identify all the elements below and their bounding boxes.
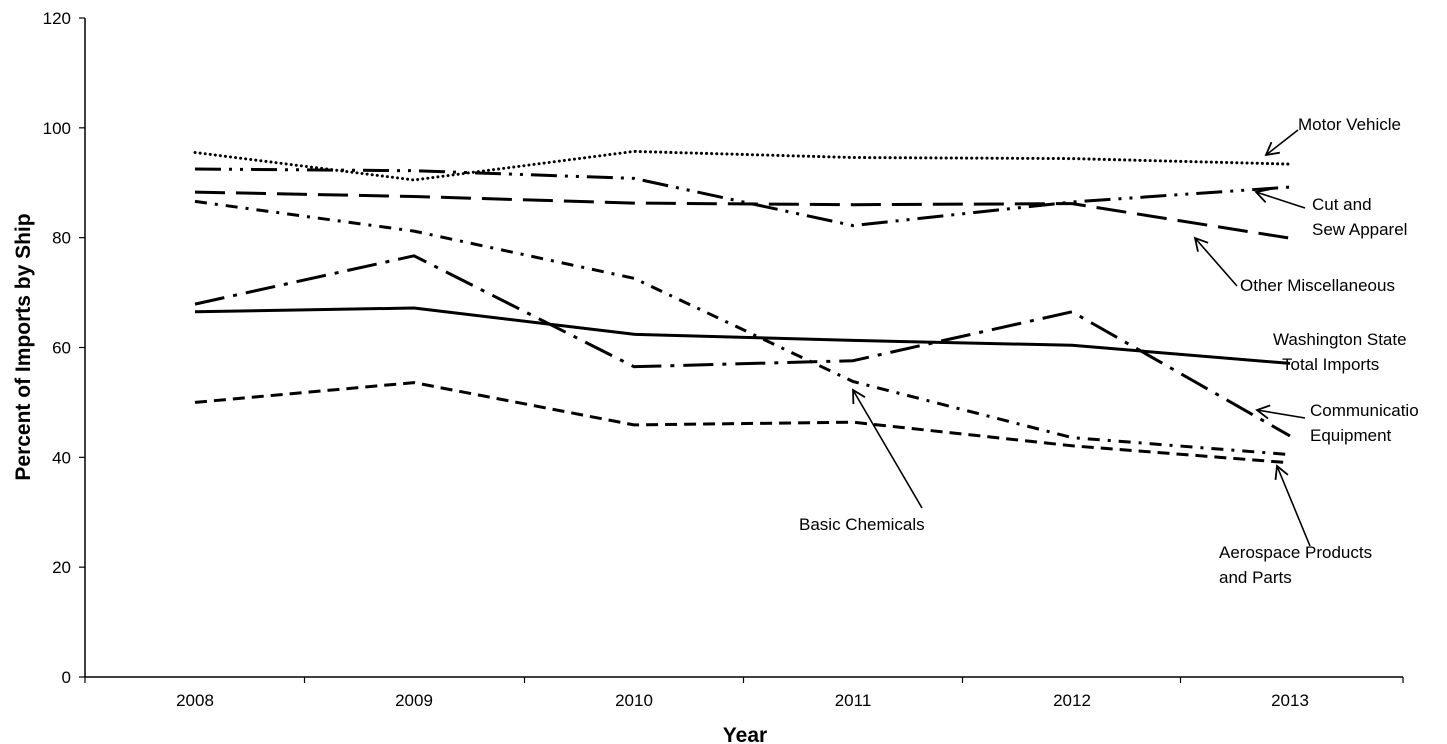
annotation-arrow-communication-equipment: [1256, 409, 1306, 419]
annotation-label-washington-state-total-imports: Total Imports: [1282, 355, 1379, 374]
annotation-label-communication-equipment: Equipment: [1310, 426, 1392, 445]
annotation-label-aerospace-products-and-parts: and Parts: [1219, 568, 1292, 587]
y-tick-label: 40: [52, 448, 71, 467]
series-annotations: Motor Vehicle Cut and Sew Apparel Other Mis…: [799, 115, 1419, 587]
annotation-label-washington-state-total-imports: Washington State: [1273, 330, 1407, 349]
annotation-label-basic-chemicals: Basic Chemicals: [799, 515, 925, 534]
x-tick-label: 2011: [835, 691, 872, 710]
annotation-arrowhead-communication-equipment: [1255, 404, 1271, 420]
annotation-arrow-motor-vehicle: [1265, 129, 1299, 156]
y-axis-title: Percent of Imports by Ship: [12, 213, 35, 480]
series-line-motor-vehicle: [193, 149, 1292, 182]
annotation-arrow-aerospace-products-and-parts: [1276, 465, 1311, 547]
x-tick-label: 2013: [1271, 691, 1309, 710]
annotation-arrowhead-motor-vehicle: [1264, 141, 1280, 157]
annotation-arrowhead-basic-chemicals: [852, 388, 866, 405]
y-tick-label: 60: [52, 339, 71, 358]
annotation-arrow-other-miscellaneous: [1194, 237, 1238, 287]
series-line-aerospace-products-and-parts: [194, 381, 1291, 465]
annotation-label-other-miscellaneous: Other Miscellaneous: [1240, 276, 1395, 295]
axes: 0 20 40 60 80 100 120 2008 2009 2010 2011 2012 2013: [43, 9, 1404, 710]
annotation-label-cut-and-sew-apparel: Sew Apparel: [1312, 220, 1407, 239]
annotation-label-aerospace-products-and-parts: Aerospace Products: [1219, 543, 1372, 562]
y-tick-label: 0: [62, 668, 71, 687]
series-line-cut-and-sew-apparel: [194, 167, 1291, 228]
series-line-basic-chemicals: [194, 199, 1291, 457]
annotation-arrowhead-aerospace-products-and-parts: [1274, 464, 1289, 480]
y-tick-label: 80: [52, 229, 71, 248]
x-axis-title: Year: [723, 724, 767, 744]
y-tick-label: 120: [43, 9, 71, 28]
annotation-label-cut-and-sew-apparel: Cut and: [1312, 195, 1372, 214]
annotation-arrowhead-cut-and-sew-apparel: [1254, 188, 1270, 203]
x-tick-label: 2009: [395, 691, 433, 710]
x-tick-label: 2012: [1053, 691, 1091, 710]
series-line-communication-equipment: [194, 254, 1291, 438]
x-tick-label: 2010: [615, 691, 653, 710]
annotation-arrowhead-other-miscellaneous: [1193, 236, 1209, 252]
annotation-label-communication-equipment: Communicatio: [1310, 401, 1419, 420]
y-tick-label: 20: [52, 558, 71, 577]
y-tick-label: 100: [43, 119, 71, 138]
x-tick-label: 2008: [176, 691, 214, 710]
annotation-arrow-cut-and-sew-apparel: [1255, 191, 1306, 209]
series-lines: [193, 149, 1292, 465]
series-line-washington-state-total-imports: [194, 306, 1291, 365]
series-line-other-miscellaneous: [194, 190, 1291, 240]
annotation-label-motor-vehicle: Motor Vehicle: [1298, 115, 1401, 134]
annotation-arrow-basic-chemicals: [852, 389, 923, 509]
